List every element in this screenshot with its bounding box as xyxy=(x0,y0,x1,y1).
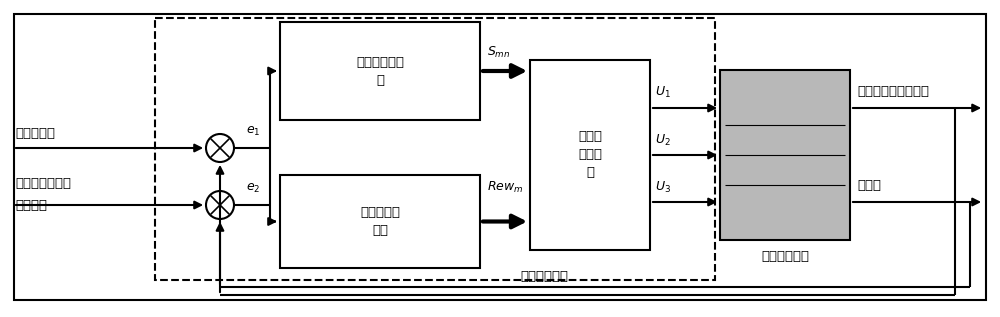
Text: $U_3$: $U_3$ xyxy=(655,180,671,195)
Text: 变循环发动机: 变循环发动机 xyxy=(761,250,809,263)
Bar xyxy=(155,18,715,280)
Text: 给定落压比: 给定落压比 xyxy=(15,127,55,140)
Text: 奖励信号发
生器: 奖励信号发 生器 xyxy=(360,206,400,237)
Text: 多变量控制器: 多变量控制器 xyxy=(520,270,568,283)
Text: 感觉输入发生
器: 感觉输入发生 器 xyxy=(356,55,404,87)
Text: 落压比: 落压比 xyxy=(857,179,881,192)
Text: $S_{mn}$: $S_{mn}$ xyxy=(487,45,510,60)
Text: 高压压气机相对转速: 高压压气机相对转速 xyxy=(857,85,929,98)
Text: 相对转速: 相对转速 xyxy=(15,199,47,212)
Bar xyxy=(280,175,480,268)
Text: 给定高压压气机: 给定高压压气机 xyxy=(15,177,71,190)
Text: $e_1$: $e_1$ xyxy=(246,125,260,138)
Bar xyxy=(530,60,650,250)
Text: 脑情感
学习模
块: 脑情感 学习模 块 xyxy=(578,131,602,179)
Text: $Rew_m$: $Rew_m$ xyxy=(487,180,524,195)
Bar xyxy=(280,22,480,120)
Text: $U_2$: $U_2$ xyxy=(655,133,671,148)
Text: $U_1$: $U_1$ xyxy=(655,85,671,100)
Text: $e_2$: $e_2$ xyxy=(246,182,260,195)
Bar xyxy=(720,70,850,240)
